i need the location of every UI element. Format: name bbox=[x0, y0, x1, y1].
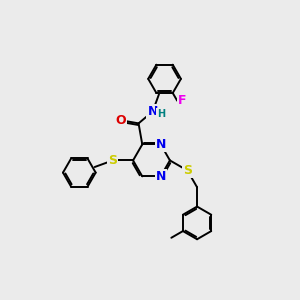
Text: F: F bbox=[178, 94, 187, 107]
Text: N: N bbox=[155, 138, 166, 151]
Text: S: S bbox=[183, 164, 192, 177]
Text: O: O bbox=[115, 114, 126, 127]
Text: N: N bbox=[148, 105, 158, 118]
Text: H: H bbox=[157, 109, 165, 119]
Text: N: N bbox=[155, 170, 166, 183]
Text: S: S bbox=[108, 154, 117, 167]
